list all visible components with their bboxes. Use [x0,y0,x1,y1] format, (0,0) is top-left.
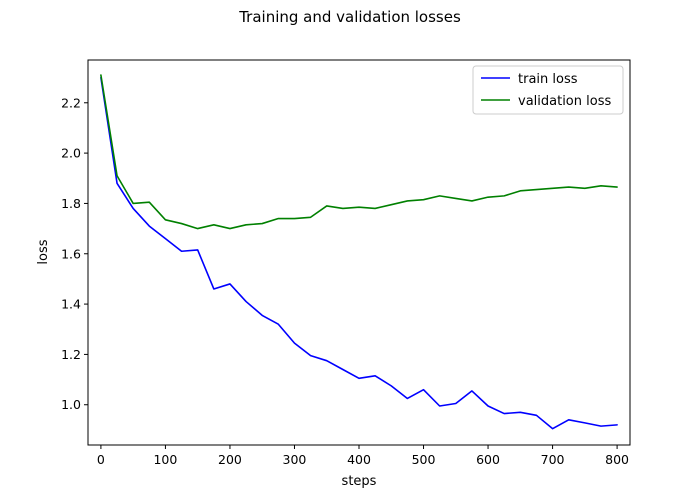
x-tick-label: 600 [476,452,500,467]
x-axis: 0 100 200 300 400 500 600 700 800 [97,445,629,467]
y-tick-label: 1.0 [61,397,81,412]
series-line-train-loss [100,76,618,430]
y-tick-label: 1.2 [61,347,81,362]
legend: train loss validation loss [472,65,624,115]
y-tick-label: 2.2 [61,95,81,110]
legend-box [472,65,624,115]
y-tick-label: 1.4 [61,297,81,312]
legend-label-train-loss: train loss [518,72,578,87]
x-tick-label: 200 [218,452,242,467]
y-axis: 1.0 1.2 1.4 1.6 1.8 2.0 2.2 [61,95,88,412]
y-tick-label: 1.8 [61,196,81,211]
x-tick-label: 500 [412,452,436,467]
y-tick-label: 2.0 [61,146,81,161]
y-tick-label: 1.6 [61,246,81,261]
x-axis-label: steps [342,474,377,489]
series-group [100,74,618,430]
plot-area [87,59,631,446]
x-tick-label: 100 [153,452,177,467]
series-line-validation-loss [100,74,618,230]
legend-label-validation-loss: validation loss [518,94,611,109]
chart-title: Training and validation losses [238,8,461,26]
x-tick-label: 700 [541,452,565,467]
x-tick-label: 800 [605,452,629,467]
x-tick-label: 400 [347,452,371,467]
x-tick-label: 300 [283,452,307,467]
plot-frame [87,59,631,446]
y-axis-label: loss [36,239,51,264]
x-tick-label: 0 [97,452,105,467]
